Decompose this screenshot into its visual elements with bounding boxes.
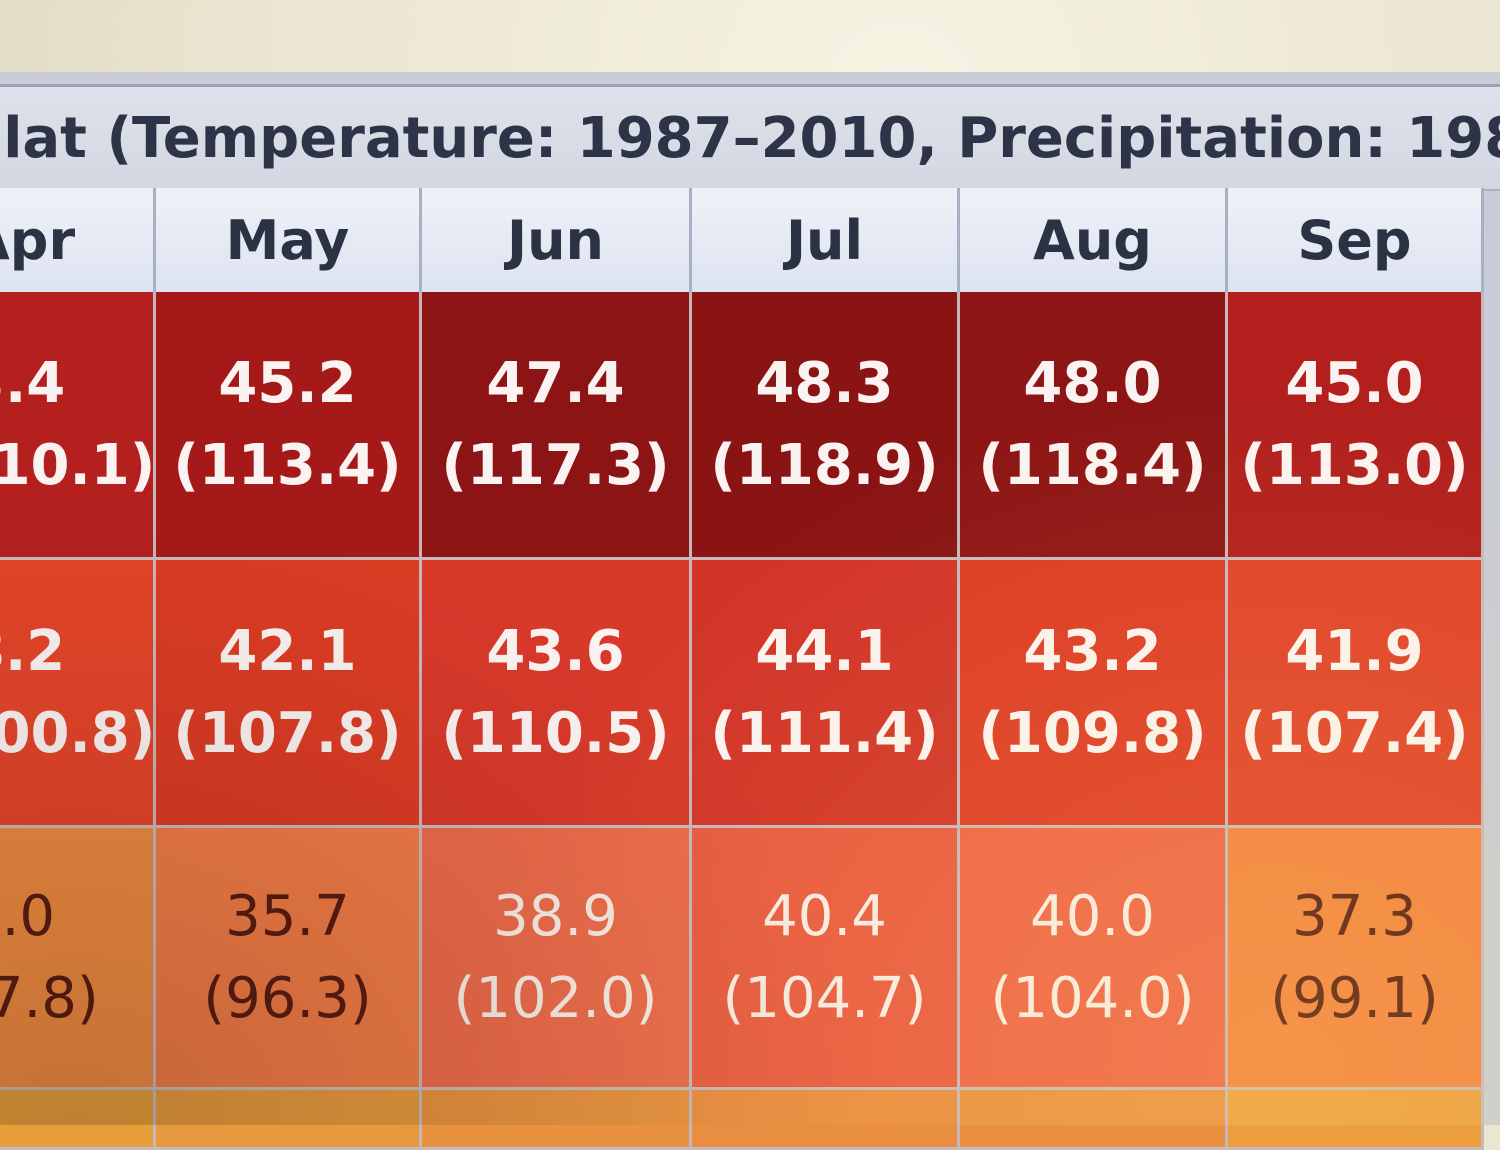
table-cell-partial: [960, 1090, 1228, 1150]
table-cell: 43.2 (109.8): [960, 560, 1228, 828]
table-cell: 44.1 (111.4): [692, 560, 960, 828]
header-month-sep: Sep: [1228, 188, 1484, 292]
table-cell: 37.3 (99.1): [1228, 828, 1484, 1090]
table-cell: 45.2 (113.4): [156, 292, 422, 560]
table-cell: 45.0 (113.0): [1228, 292, 1484, 560]
header-month-aug: Aug: [960, 188, 1228, 292]
header-month-apr: Apr: [0, 188, 156, 292]
header-month-may: May: [156, 188, 422, 292]
table-cell-partial: [1228, 1090, 1484, 1150]
table-cell: 48.0 (118.4): [960, 292, 1228, 560]
table-cell: 40.0 (104.0): [960, 828, 1228, 1090]
table-cell: 3.4(10.1): [0, 292, 156, 560]
table-cell: 48.3 (118.9): [692, 292, 960, 560]
table-cell-partial: [422, 1090, 692, 1150]
table-cell: 1.0(7.8): [0, 828, 156, 1090]
header-month-jul: Jul: [692, 188, 960, 292]
table-cell: 42.1 (107.8): [156, 560, 422, 828]
table-cell-partial: [0, 1090, 156, 1150]
table-cell: 38.9 (102.0): [422, 828, 692, 1090]
header-month-jun: Jun: [422, 188, 692, 292]
table-cell-partial: [156, 1090, 422, 1150]
table-cell: 41.9 (107.4): [1228, 560, 1484, 828]
table-cell: 43.6 (110.5): [422, 560, 692, 828]
table-caption: ilat (Temperature: 1987–2010, Precipitat…: [0, 84, 1500, 191]
table-cell: 8.2(00.8): [0, 560, 156, 828]
table-cell: 47.4 (117.3): [422, 292, 692, 560]
table-cell: 35.7 (96.3): [156, 828, 422, 1090]
caption-text: ilat (Temperature: 1987–2010, Precipitat…: [0, 105, 1500, 171]
table-cell-partial: [692, 1090, 960, 1150]
table-cell: 40.4 (104.7): [692, 828, 960, 1090]
